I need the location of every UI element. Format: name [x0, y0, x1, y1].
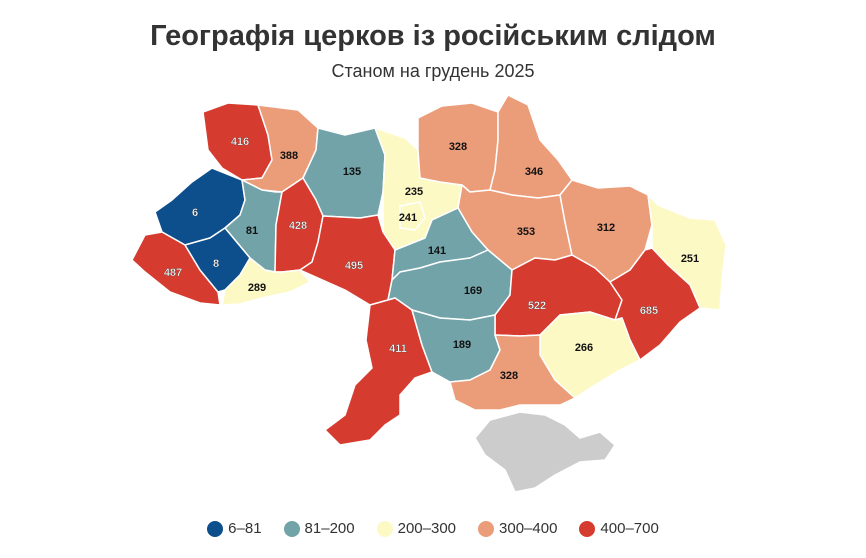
legend-item: 200–300 [376, 520, 457, 537]
region-chernihiv[interactable] [417, 102, 499, 193]
legend-item: 400–700 [579, 520, 659, 537]
legend-swatch [478, 520, 495, 537]
region-zakarpattia[interactable] [131, 231, 221, 306]
region-chernivtsi[interactable] [221, 257, 311, 306]
map-subtitle: Станом на грудень 2025 [331, 61, 535, 81]
legend-swatch [207, 520, 224, 537]
region-kherson[interactable] [449, 334, 576, 411]
ukraine-map: 416 388 135 235 241 328 346 353 312 251 … [131, 94, 727, 493]
legend-swatch [376, 520, 393, 537]
legend-label: 300–400 [499, 520, 558, 537]
legend-item: 81–200 [283, 520, 355, 537]
region-crimea [474, 411, 616, 493]
region-odesa[interactable] [324, 297, 433, 446]
map-title: Географія церков із російським слідом [150, 20, 716, 52]
legend-label: 81–200 [304, 520, 355, 537]
legend-label: 6–81 [228, 520, 262, 537]
legend-label: 200–300 [397, 520, 457, 537]
region-kyiv-city[interactable] [399, 201, 426, 231]
legend-label: 400–700 [600, 520, 659, 537]
legend-item: 300–400 [478, 520, 557, 537]
legend-item: 6–81 [207, 520, 262, 537]
legend: 6–81 81–200 200–300 300–400 400–700 [0, 520, 866, 537]
legend-swatch [283, 520, 300, 537]
region-sumy[interactable] [489, 94, 573, 199]
legend-swatch [579, 520, 596, 537]
